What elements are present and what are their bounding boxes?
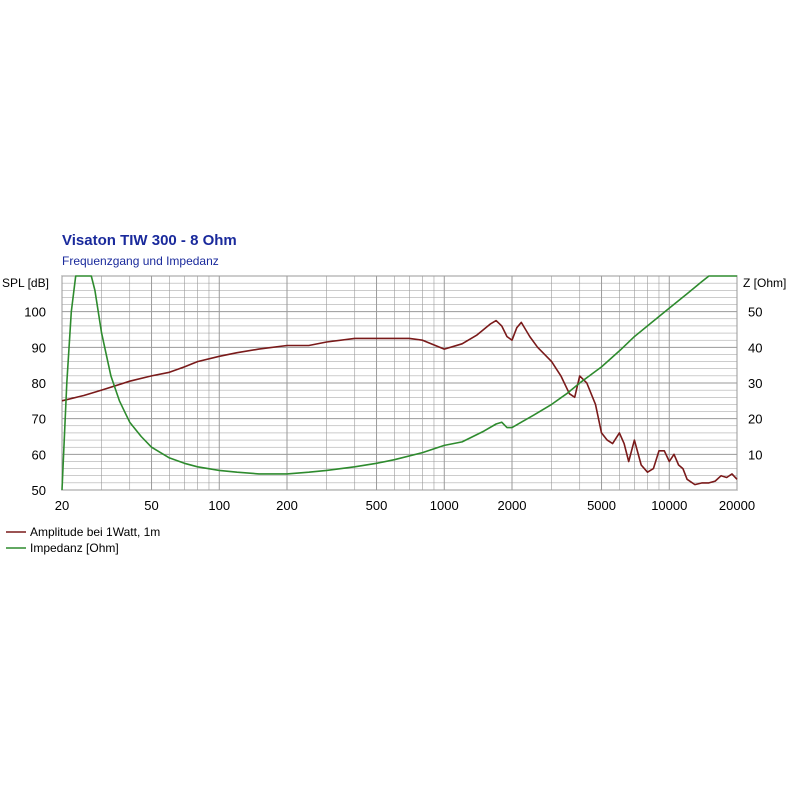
series-line-impedance bbox=[61, 275, 737, 491]
y-left-tick-label: 70 bbox=[32, 412, 46, 427]
legend-label: Amplitude bei 1Watt, 1m bbox=[30, 525, 160, 539]
y-right-tick-label: 10 bbox=[748, 447, 762, 462]
y-right-tick-label: 30 bbox=[748, 376, 762, 391]
series-line-amplitude bbox=[61, 319, 738, 486]
x-tick-label: 50 bbox=[144, 498, 158, 513]
x-tick-label: 100 bbox=[208, 498, 230, 513]
y-left-axis-label: SPL [dB] bbox=[2, 276, 49, 290]
y-right-tick-label: 50 bbox=[748, 305, 762, 320]
chart-title: Visaton TIW 300 - 8 Ohm bbox=[62, 232, 237, 249]
x-tick-label: 500 bbox=[366, 498, 388, 513]
y-right-tick-label: 40 bbox=[748, 340, 762, 355]
chart-subtitle: Frequenzgang und Impedanz bbox=[62, 254, 219, 268]
x-tick-label: 20 bbox=[55, 498, 69, 513]
y-left-tick-label: 50 bbox=[32, 483, 46, 498]
legend-label: Impedanz [Ohm] bbox=[30, 541, 119, 555]
x-tick-label: 200 bbox=[276, 498, 298, 513]
y-left-tick-label: 60 bbox=[32, 447, 46, 462]
x-tick-label: 1000 bbox=[430, 498, 459, 513]
x-tick-label: 20000 bbox=[719, 498, 755, 513]
x-tick-label: 2000 bbox=[498, 498, 527, 513]
y-left-tick-label: 100 bbox=[24, 305, 46, 320]
y-right-axis-label: Z [Ohm] bbox=[743, 276, 786, 290]
x-tick-label: 10000 bbox=[651, 498, 687, 513]
x-tick-label: 5000 bbox=[587, 498, 616, 513]
y-left-tick-label: 80 bbox=[32, 376, 46, 391]
y-left-tick-label: 90 bbox=[32, 340, 46, 355]
y-right-tick-label: 20 bbox=[748, 412, 762, 427]
